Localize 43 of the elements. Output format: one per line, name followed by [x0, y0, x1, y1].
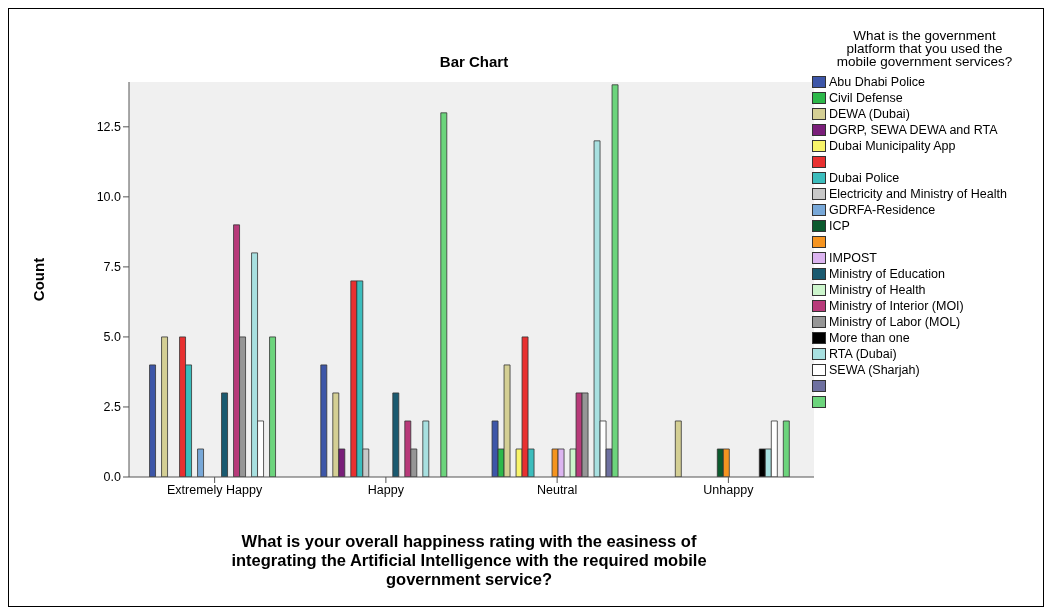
- legend-label: Ministry of Interior (MOI): [829, 298, 964, 313]
- y-axis-title: Count: [30, 257, 48, 302]
- legend-label: Dubai Police: [829, 170, 900, 185]
- x-tick-label: Unhappy: [703, 482, 755, 497]
- legend-label: Abu Dhabi Police: [829, 74, 925, 89]
- x-axis-title: What is your overall happiness rating with the easiness of integrating the Artificial Intelligence with the required mobile government service?: [230, 532, 708, 589]
- bar: [149, 364, 156, 477]
- legend-label: Dubai Municipality App: [829, 138, 956, 153]
- y-tick-label: 0.0: [103, 470, 122, 485]
- bar: [320, 364, 328, 477]
- legend-label: Ministry of Labor (MOL): [829, 314, 961, 329]
- bar: [269, 336, 276, 477]
- legend-title: What is the government platform that you used the mobile government services?: [835, 28, 1014, 69]
- legend-label: Ministry of Education: [829, 266, 946, 281]
- legend-label: IMPOST: [829, 250, 877, 265]
- legend-label: SEWA (Sharjah): [829, 362, 920, 377]
- bar: [440, 112, 448, 477]
- legend-label: Ministry of Health: [829, 282, 926, 297]
- bar: [392, 392, 400, 477]
- bar: [422, 420, 430, 477]
- bar: [782, 420, 790, 477]
- bar: [161, 336, 168, 477]
- x-tick-label: Happy: [367, 482, 405, 497]
- y-tick-label: 10.0: [96, 190, 122, 205]
- y-tick-label: 12.5: [96, 120, 122, 135]
- legend-label: Civil Defense: [829, 90, 903, 105]
- legend-label: DEWA (Dubai): [829, 106, 910, 121]
- bar: [674, 420, 682, 477]
- legend-label: RTA (Dubai): [829, 346, 897, 361]
- bar: [491, 420, 499, 477]
- legend-label: Electricity and Ministry of Health: [829, 186, 1007, 201]
- y-tick-label: 7.5: [103, 260, 122, 275]
- chart-title: Bar Chart: [439, 53, 509, 70]
- x-tick-label: Neutral: [536, 482, 578, 497]
- x-tick-label: Extremely Happy: [167, 482, 263, 497]
- y-tick-label: 2.5: [103, 400, 122, 415]
- legend-label: GDRFA-Residence: [829, 202, 936, 217]
- y-tick-label: 5.0: [103, 330, 122, 345]
- bar: [221, 392, 228, 477]
- bar: [197, 448, 204, 477]
- legend-label: More than one: [829, 330, 910, 345]
- legend-label: DGRP, SEWA DEWA and RTA: [829, 122, 998, 137]
- legend-label: ICP: [829, 218, 850, 233]
